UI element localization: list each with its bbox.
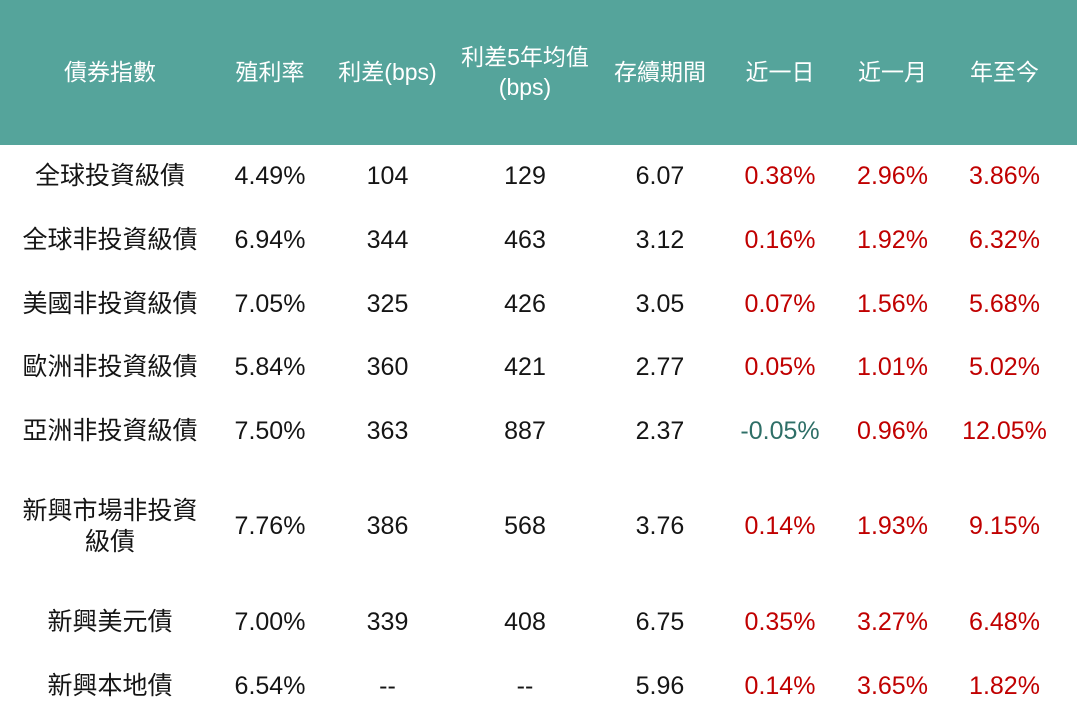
cell-past-month: 1.92% <box>857 225 928 254</box>
cell-ytd: 5.02% <box>969 353 1040 382</box>
column-header-ytd: 年至今 <box>950 0 1077 145</box>
cell-bond-index-name: 歐洲非投資級債 <box>22 353 198 382</box>
cell-bond-index-name: 美國非投資級債 <box>22 289 198 318</box>
header-row: 債券指數 殖利率 利差(bps) 利差5年均值 (bps) 存續期間 近一日 近… <box>0 0 1077 145</box>
column-header-past-month: 近一月 <box>835 0 950 145</box>
cell-ytd: 9.15% <box>969 512 1040 541</box>
cell-past-day: 0.38% <box>744 162 816 191</box>
table-body: 全球投資級債 4.49% 104 129 6.07 0.38% 2.96% 3.… <box>0 145 1077 718</box>
cell-yield: 7.76% <box>234 512 306 541</box>
table-row: 全球投資級債 4.49% 104 129 6.07 0.38% 2.96% 3.… <box>0 145 1077 209</box>
cell-spread-5y-avg: 887 <box>504 416 546 445</box>
cell-past-month: 3.27% <box>857 607 928 636</box>
cell-spread-5y-avg: -- <box>516 671 534 700</box>
cell-ytd: 1.82% <box>969 671 1040 700</box>
table-header: 債券指數 殖利率 利差(bps) 利差5年均值 (bps) 存續期間 近一日 近… <box>0 0 1077 145</box>
cell-duration: 2.37 <box>635 416 685 445</box>
cell-duration: 6.07 <box>635 162 685 191</box>
cell-yield: 4.49% <box>234 162 306 191</box>
cell-yield: 7.50% <box>234 416 306 445</box>
cell-past-month: 1.93% <box>857 512 928 541</box>
cell-duration: 6.75 <box>635 607 685 636</box>
cell-past-day: 0.14% <box>744 671 816 700</box>
column-header-past-day: 近一日 <box>725 0 835 145</box>
cell-past-month: 0.96% <box>857 416 928 445</box>
cell-bond-index-name: 亞洲非投資級債 <box>22 416 198 445</box>
cell-past-day: -0.05% <box>740 416 820 445</box>
cell-past-day: 0.14% <box>744 512 816 541</box>
cell-duration: 3.05 <box>635 289 685 318</box>
table-row: 新興市場非投資 級債 7.76% 386 568 3.76 0.14% 1.93… <box>0 463 1077 590</box>
cell-spread-5y-avg: 129 <box>504 162 546 191</box>
cell-spread: 325 <box>366 289 409 318</box>
cell-bond-index-name: 新興美元債 <box>47 607 173 636</box>
cell-past-month: 2.96% <box>857 162 928 191</box>
cell-ytd: 12.05% <box>962 416 1047 445</box>
cell-yield: 6.54% <box>234 671 306 700</box>
cell-past-day: 0.35% <box>744 607 816 636</box>
cell-yield: 5.84% <box>234 353 306 382</box>
cell-spread-5y-avg: 408 <box>504 607 546 636</box>
cell-spread: 344 <box>366 225 409 254</box>
table-row: 美國非投資級債 7.05% 325 426 3.05 0.07% 1.56% 5… <box>0 272 1077 336</box>
cell-bond-index-name: 全球非投資級債 <box>22 225 198 254</box>
table-row: 全球非投資級債 6.94% 344 463 3.12 0.16% 1.92% 6… <box>0 209 1077 273</box>
column-header-spread-5y-avg: 利差5年均值 (bps) <box>455 0 595 145</box>
cell-spread-5y-avg: 426 <box>504 289 546 318</box>
cell-duration: 3.12 <box>635 225 685 254</box>
cell-yield: 7.05% <box>234 289 306 318</box>
cell-spread-5y-avg: 463 <box>504 225 546 254</box>
cell-bond-index-name: 新興本地債 <box>47 671 173 700</box>
cell-spread: 104 <box>366 162 409 191</box>
cell-past-month: 1.56% <box>857 289 928 318</box>
table-row: 亞洲非投資級債 7.50% 363 887 2.37 -0.05% 0.96% … <box>0 400 1077 464</box>
cell-ytd: 5.68% <box>969 289 1040 318</box>
column-header-spread: 利差(bps) <box>320 0 455 145</box>
cell-spread: -- <box>379 671 396 700</box>
cell-ytd: 3.86% <box>969 162 1040 191</box>
cell-past-day: 0.16% <box>744 225 816 254</box>
column-header-bond-index: 債券指數 <box>0 0 220 145</box>
cell-spread: 386 <box>366 512 409 541</box>
table-row: 歐洲非投資級債 5.84% 360 421 2.77 0.05% 1.01% 5… <box>0 336 1077 400</box>
cell-past-month: 3.65% <box>857 671 928 700</box>
cell-yield: 6.94% <box>234 225 306 254</box>
cell-past-month: 1.01% <box>857 353 928 382</box>
cell-spread: 360 <box>366 353 409 382</box>
column-header-yield: 殖利率 <box>220 0 320 145</box>
cell-ytd: 6.32% <box>969 225 1040 254</box>
cell-past-day: 0.05% <box>744 353 816 382</box>
column-header-duration: 存續期間 <box>595 0 725 145</box>
cell-duration: 5.96 <box>635 671 685 700</box>
cell-spread: 339 <box>366 607 409 636</box>
cell-spread-5y-avg: 568 <box>504 512 546 541</box>
cell-duration: 3.76 <box>635 512 685 541</box>
table-row: 新興本地債 6.54% -- -- 5.96 0.14% 3.65% 1.82% <box>0 654 1077 718</box>
cell-bond-index-name: 全球投資級債 <box>34 162 185 191</box>
cell-bond-index-name: 新興市場非投資 級債 <box>22 496 198 556</box>
cell-past-day: 0.07% <box>744 289 816 318</box>
cell-spread: 363 <box>366 416 409 445</box>
cell-duration: 2.77 <box>635 353 685 382</box>
table-row: 新興美元債 7.00% 339 408 6.75 0.35% 3.27% 6.4… <box>0 591 1077 655</box>
cell-spread-5y-avg: 421 <box>504 353 546 382</box>
cell-ytd: 6.48% <box>969 607 1040 636</box>
cell-yield: 7.00% <box>234 607 306 636</box>
